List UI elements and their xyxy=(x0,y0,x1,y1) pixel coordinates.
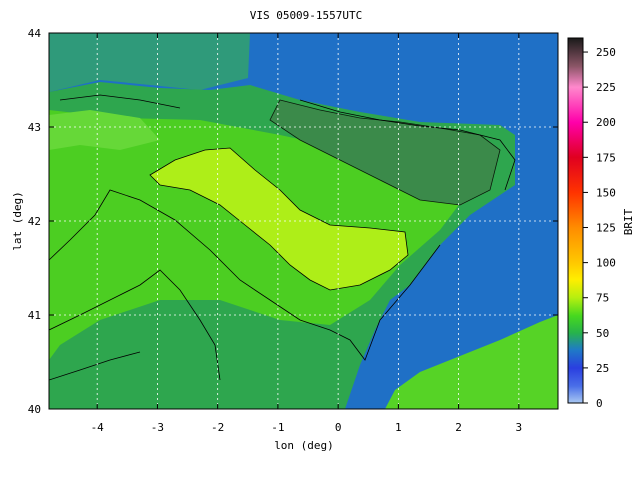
colorbar-tick-label: 50 xyxy=(596,327,609,340)
y-axis: 40 41 42 43 44 xyxy=(28,27,558,416)
y-axis-label: lat (deg) xyxy=(11,191,24,251)
colorbar-tick-label: 150 xyxy=(596,186,616,199)
chart-title: VIS 05009-1557UTC xyxy=(250,9,363,22)
colorbar-tick-label: 200 xyxy=(596,116,616,129)
x-tick-label: -2 xyxy=(211,421,224,434)
colorbar-tick-label: 175 xyxy=(596,151,616,164)
x-tick-label: 0 xyxy=(335,421,342,434)
land-region-north xyxy=(49,33,250,92)
x-tick-label: -3 xyxy=(151,421,164,434)
x-axis: -4 -3 -2 -1 0 1 2 3 xyxy=(91,33,523,434)
colorbar-label: BRIT xyxy=(622,208,635,235)
y-tick-label: 41 xyxy=(28,309,41,322)
x-axis-label: lon (deg) xyxy=(274,439,334,452)
colorbar-tick-label: 250 xyxy=(596,46,616,59)
cloud-band-southeast xyxy=(385,315,558,409)
y-tick-label: 42 xyxy=(28,215,41,228)
colorbar-tick-label: 25 xyxy=(596,362,609,375)
colorbar-tick-label: 0 xyxy=(596,397,603,410)
colorbar-tick-label: 100 xyxy=(596,257,616,270)
colorbar-tick-label: 125 xyxy=(596,222,616,235)
x-tick-label: -4 xyxy=(91,421,105,434)
valley-region xyxy=(150,148,408,290)
colorbar-tick-label: 75 xyxy=(596,292,609,305)
x-tick-label: 3 xyxy=(516,421,523,434)
contour-lines xyxy=(49,94,516,381)
colorbar-strip xyxy=(567,37,584,404)
cloud-band-northwest xyxy=(49,110,160,150)
y-tick-label: 44 xyxy=(28,27,42,40)
x-tick-label: 2 xyxy=(455,421,462,434)
mountain-ridge xyxy=(269,99,501,206)
x-tick-label: -1 xyxy=(271,421,284,434)
colorbar-tick-label: 225 xyxy=(596,81,616,94)
colorbar-ticks: 0 25 50 75 100 125 150 175 200 225 250 xyxy=(583,46,616,410)
y-tick-label: 40 xyxy=(28,403,41,416)
x-tick-label: 1 xyxy=(395,421,402,434)
plot-area xyxy=(49,33,558,409)
colorbar: 0 25 50 75 100 125 150 175 200 225 250 BRIT xyxy=(567,37,635,410)
y-tick-label: 43 xyxy=(28,121,41,134)
